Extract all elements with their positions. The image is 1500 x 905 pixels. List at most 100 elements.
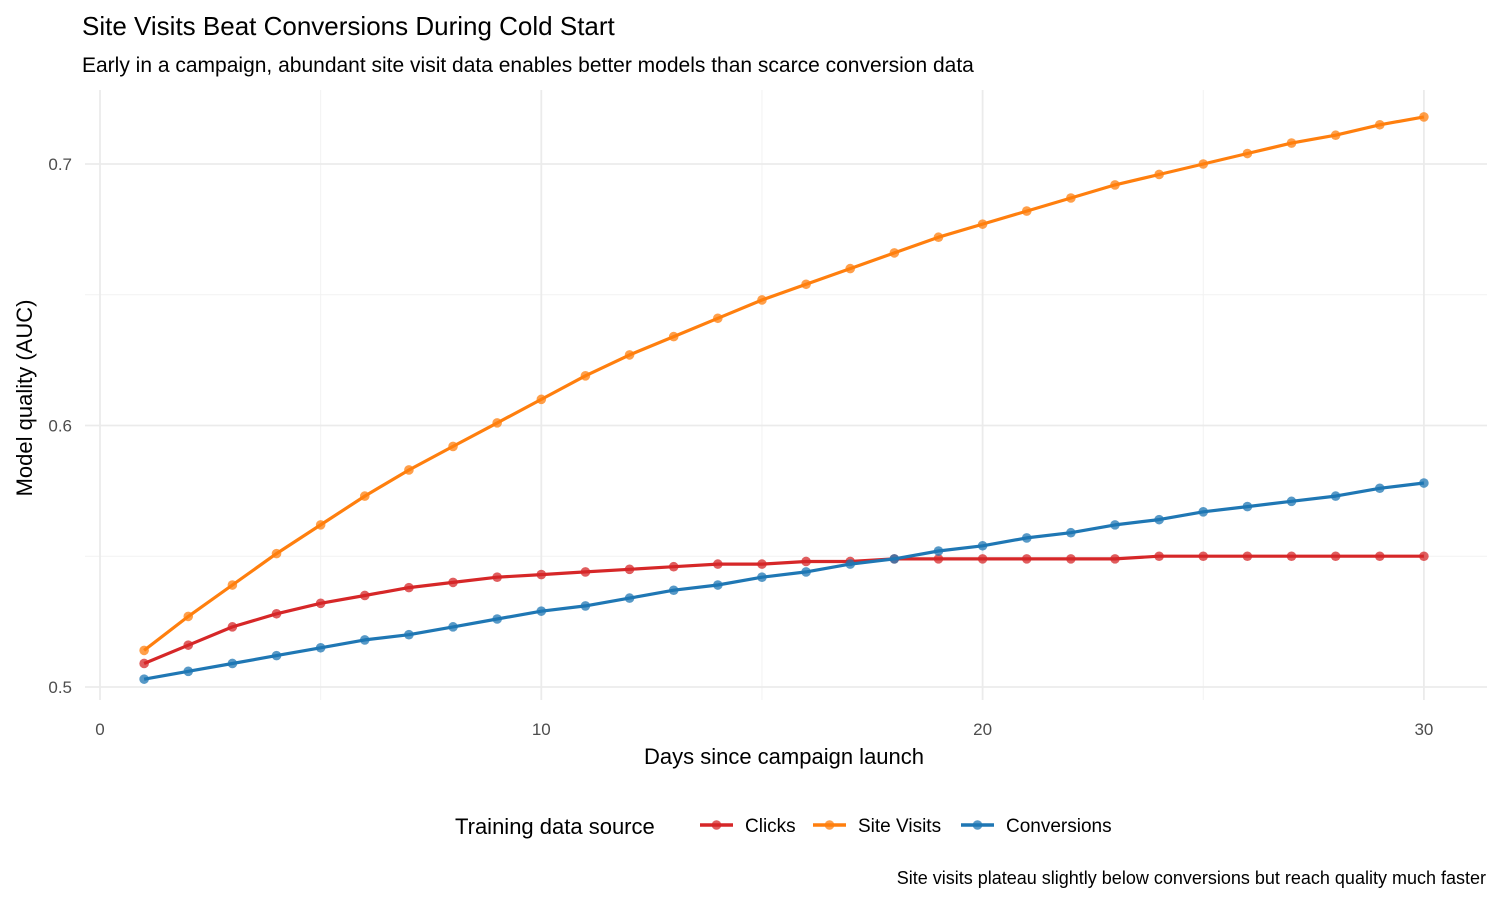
data-point-clicks: [404, 582, 414, 593]
data-point-clicks: [757, 559, 767, 569]
data-point-site-visits: [536, 394, 547, 405]
data-point-site-visits: [624, 350, 635, 360]
data-point-conversions: [183, 666, 194, 677]
legend-key-point: [711, 820, 722, 830]
data-point-clicks: [580, 567, 591, 577]
data-point-conversions: [1066, 527, 1076, 538]
data-point-conversions: [1242, 501, 1253, 512]
data-point-clicks: [1110, 554, 1120, 564]
data-point-clicks: [1242, 551, 1253, 562]
legend-key-point: [972, 820, 983, 830]
data-point-site-visits: [1242, 148, 1253, 159]
legend-item-site-visits: Site Visits: [813, 816, 941, 837]
data-point-conversions: [1330, 491, 1341, 501]
legend-label: Conversions: [1006, 816, 1112, 837]
data-point-site-visits: [1154, 169, 1164, 180]
data-point-clicks: [977, 554, 988, 564]
data-point-site-visits: [227, 580, 238, 590]
data-point-conversions: [359, 635, 370, 645]
data-point-conversions: [1198, 506, 1209, 517]
y-tick-label: 0.5: [48, 678, 72, 697]
data-point-site-visits: [668, 331, 679, 342]
legend-label: Site Visits: [858, 816, 941, 837]
chart-caption: Site visits plateau slightly below conve…: [897, 868, 1486, 888]
y-tick-label: 0.7: [48, 155, 72, 174]
data-point-conversions: [139, 674, 149, 684]
data-point-clicks: [492, 572, 502, 582]
data-point-site-visits: [139, 645, 149, 656]
data-point-clicks: [139, 658, 149, 669]
legend-item-clicks: Clicks: [700, 816, 796, 837]
data-point-site-visits: [757, 295, 767, 305]
data-point-site-visits: [271, 548, 282, 559]
data-point-clicks: [1021, 554, 1032, 564]
data-point-conversions: [668, 585, 679, 596]
x-tick-label: 0: [95, 720, 104, 739]
data-point-site-visits: [1198, 159, 1209, 169]
data-point-site-visits: [845, 263, 856, 274]
legend-label: Clicks: [745, 816, 796, 837]
data-point-clicks: [1374, 551, 1385, 562]
data-point-site-visits: [977, 219, 988, 229]
data-point-conversions: [1154, 514, 1164, 525]
data-point-conversions: [492, 614, 502, 624]
y-axis-label: Model quality (AUC): [12, 300, 37, 497]
data-point-conversions: [448, 622, 458, 632]
legend-item-conversions: Conversions: [961, 816, 1112, 837]
data-point-site-visits: [359, 491, 370, 501]
data-point-clicks: [713, 559, 723, 569]
data-point-conversions: [536, 606, 547, 616]
x-tick-label: 20: [973, 720, 992, 739]
chart-subtitle: Early in a campaign, abundant site visit…: [82, 54, 974, 77]
grid: [85, 90, 1487, 700]
series-line-clicks: [143, 554, 1424, 665]
data-point-clicks: [933, 554, 944, 564]
data-point-conversions: [1286, 496, 1297, 507]
data-point-conversions: [580, 601, 591, 611]
data-point-conversions: [271, 650, 282, 661]
data-point-conversions: [845, 559, 856, 569]
series-site-visits: [139, 112, 1429, 656]
data-point-site-visits: [1110, 180, 1120, 190]
data-point-site-visits: [1374, 119, 1385, 130]
y-tick-label: 0.6: [48, 417, 72, 436]
data-point-clicks: [271, 608, 282, 619]
data-point-clicks: [801, 556, 811, 567]
data-point-clicks: [1330, 551, 1341, 562]
data-point-conversions: [757, 572, 767, 582]
series-conversions: [139, 478, 1429, 684]
data-point-conversions: [889, 554, 900, 564]
x-axis-label: Days since campaign launch: [644, 744, 924, 769]
data-point-site-visits: [889, 248, 900, 258]
data-point-conversions: [1021, 533, 1032, 543]
legend-key-point: [824, 820, 835, 830]
data-point-clicks: [1419, 551, 1429, 562]
data-point-site-visits: [404, 465, 414, 475]
data-point-clicks: [1286, 551, 1297, 562]
data-point-conversions: [624, 593, 635, 603]
data-point-site-visits: [492, 418, 502, 428]
data-point-conversions: [933, 546, 944, 556]
data-point-clicks: [536, 569, 547, 580]
data-point-clicks: [1066, 554, 1076, 564]
data-point-site-visits: [1286, 138, 1297, 148]
x-tick-label: 10: [532, 720, 551, 739]
data-point-site-visits: [1066, 193, 1076, 203]
data-point-clicks: [668, 561, 679, 572]
x-axis: 0 10 20 30: [95, 720, 1433, 739]
data-point-site-visits: [315, 520, 326, 530]
legend-title: Training data source: [455, 814, 655, 839]
data-point-clicks: [315, 598, 326, 609]
series-layer: [139, 112, 1429, 684]
data-point-site-visits: [183, 611, 194, 622]
data-point-conversions: [404, 629, 414, 640]
data-point-conversions: [1110, 520, 1120, 530]
data-point-clicks: [359, 590, 370, 601]
chart-title: Site Visits Beat Conversions During Cold…: [82, 11, 616, 41]
data-point-clicks: [183, 640, 194, 650]
data-point-site-visits: [448, 441, 458, 452]
legend: Training data source Clicks Site Visits Co…: [455, 814, 1112, 839]
data-point-conversions: [315, 642, 326, 653]
data-point-clicks: [227, 622, 238, 632]
data-point-conversions: [801, 567, 811, 577]
